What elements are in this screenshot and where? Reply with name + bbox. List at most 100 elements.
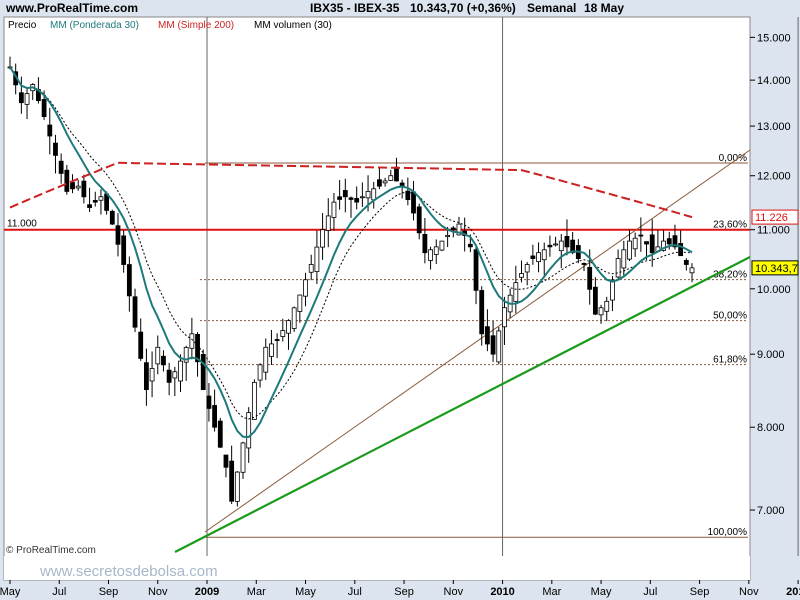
candle-body — [53, 142, 58, 156]
candle-body — [121, 235, 127, 265]
candle-body — [331, 201, 337, 218]
candle-body — [161, 355, 166, 366]
candle-body — [644, 241, 649, 245]
x-tick-label: 2009 — [195, 586, 219, 598]
candle-body — [263, 346, 269, 373]
candle-body — [200, 353, 206, 391]
candle-body — [632, 237, 638, 250]
candle-body — [467, 243, 473, 248]
candle-body — [445, 234, 451, 238]
candle-body — [683, 260, 689, 265]
candle-body — [536, 252, 541, 263]
x-tick-label: Nov — [444, 586, 464, 598]
candle-body — [627, 240, 632, 260]
candle-body — [314, 246, 320, 272]
moving-averages — [9, 66, 693, 439]
x-tick-label: May — [295, 586, 316, 598]
candle-body — [541, 249, 547, 261]
candle-body — [291, 307, 297, 329]
candle-body — [638, 234, 644, 237]
price-tags: 11.226 10.343,7 — [751, 209, 799, 276]
candle-body — [308, 264, 314, 273]
candle-body — [269, 343, 274, 357]
candle-body — [502, 307, 507, 328]
candle-body — [359, 196, 365, 199]
price-tag-box — [751, 260, 799, 276]
copyright: © ProRealTime.com — [6, 545, 96, 556]
candle-body — [286, 320, 291, 334]
candle-body — [92, 200, 98, 203]
candles — [7, 56, 695, 507]
price-tag-label: 10.343,7 — [755, 263, 798, 275]
x-tick-label: Sep — [394, 586, 414, 598]
candle-body — [223, 454, 229, 468]
site-name[interactable]: www.ProRealTime.com — [6, 1, 139, 15]
candle-body — [365, 191, 371, 199]
y-tick-label: 10.000 — [757, 284, 791, 296]
x-tick-label: Mar — [542, 586, 561, 598]
x-tick-label: Jul — [52, 586, 66, 598]
x-tick-label: Sep — [99, 586, 119, 598]
price-tag-label: 11.226 — [755, 212, 788, 224]
candle-body — [206, 395, 212, 409]
candle-body — [558, 240, 564, 252]
candle-body — [519, 273, 524, 278]
y-tick-label: 14.000 — [757, 75, 791, 87]
candle-body — [581, 262, 587, 265]
candle-body — [689, 267, 695, 274]
candle-body — [394, 166, 399, 182]
candle-body — [342, 189, 348, 198]
candle-body — [621, 249, 627, 269]
candle-body — [564, 235, 570, 248]
candle-body — [41, 99, 47, 118]
candle-body — [450, 227, 456, 231]
candle-body — [155, 346, 161, 365]
legend-price: Precio — [8, 20, 37, 31]
candle-body — [649, 234, 655, 254]
candle-body — [64, 169, 70, 192]
candle-body — [126, 264, 132, 297]
candle-body — [496, 330, 502, 363]
candle-body — [18, 92, 24, 104]
candle-body — [70, 182, 75, 190]
candle-body — [479, 290, 485, 335]
last-price: 10.343,70 (+0,36%) — [410, 1, 516, 15]
candle-body — [149, 368, 155, 382]
candle-body — [524, 264, 530, 273]
y-tick-label: 7.000 — [757, 505, 785, 517]
candle-body — [172, 371, 178, 379]
candle-body — [229, 460, 235, 502]
green-trend-line — [174, 256, 751, 553]
candle-body — [592, 286, 598, 315]
candle-body — [87, 204, 92, 208]
x-tick-label: Nov — [739, 586, 759, 598]
candle-body — [189, 333, 195, 349]
legend-sma200: MM (Simple 200) — [158, 20, 234, 31]
x-axis: May Jul Sep Nov 2009 Mar May Jul Sep Nov 2010 Mar Ma… — [0, 580, 800, 598]
candle-body — [405, 190, 411, 200]
candle-body — [666, 238, 672, 245]
wma30-line — [9, 66, 693, 439]
y-axis: 7.000 8.000 9.000 10.000 11.000 12.000 13.000 1… — [750, 32, 791, 517]
candle-body — [280, 330, 286, 337]
candle-body — [217, 420, 223, 448]
candle-body — [212, 405, 218, 428]
watermark: www.secretosdebolsa.com — [39, 563, 218, 580]
candle-body — [428, 249, 433, 261]
candle-body — [183, 347, 189, 363]
legend-volume-ma: MM volumen (30) — [254, 20, 332, 31]
fib-label: 100,00% — [708, 527, 748, 538]
candle-body — [178, 360, 183, 382]
x-tick-label: May — [0, 586, 21, 598]
x-tick-label: Sep — [690, 586, 710, 598]
candle-body — [547, 244, 553, 248]
candle-body — [320, 229, 325, 248]
candle-body — [672, 235, 678, 248]
candle-body — [678, 243, 684, 257]
candle-body — [337, 196, 343, 200]
candle-body — [138, 331, 144, 359]
candle-body — [24, 93, 30, 105]
candle-body — [143, 362, 149, 391]
